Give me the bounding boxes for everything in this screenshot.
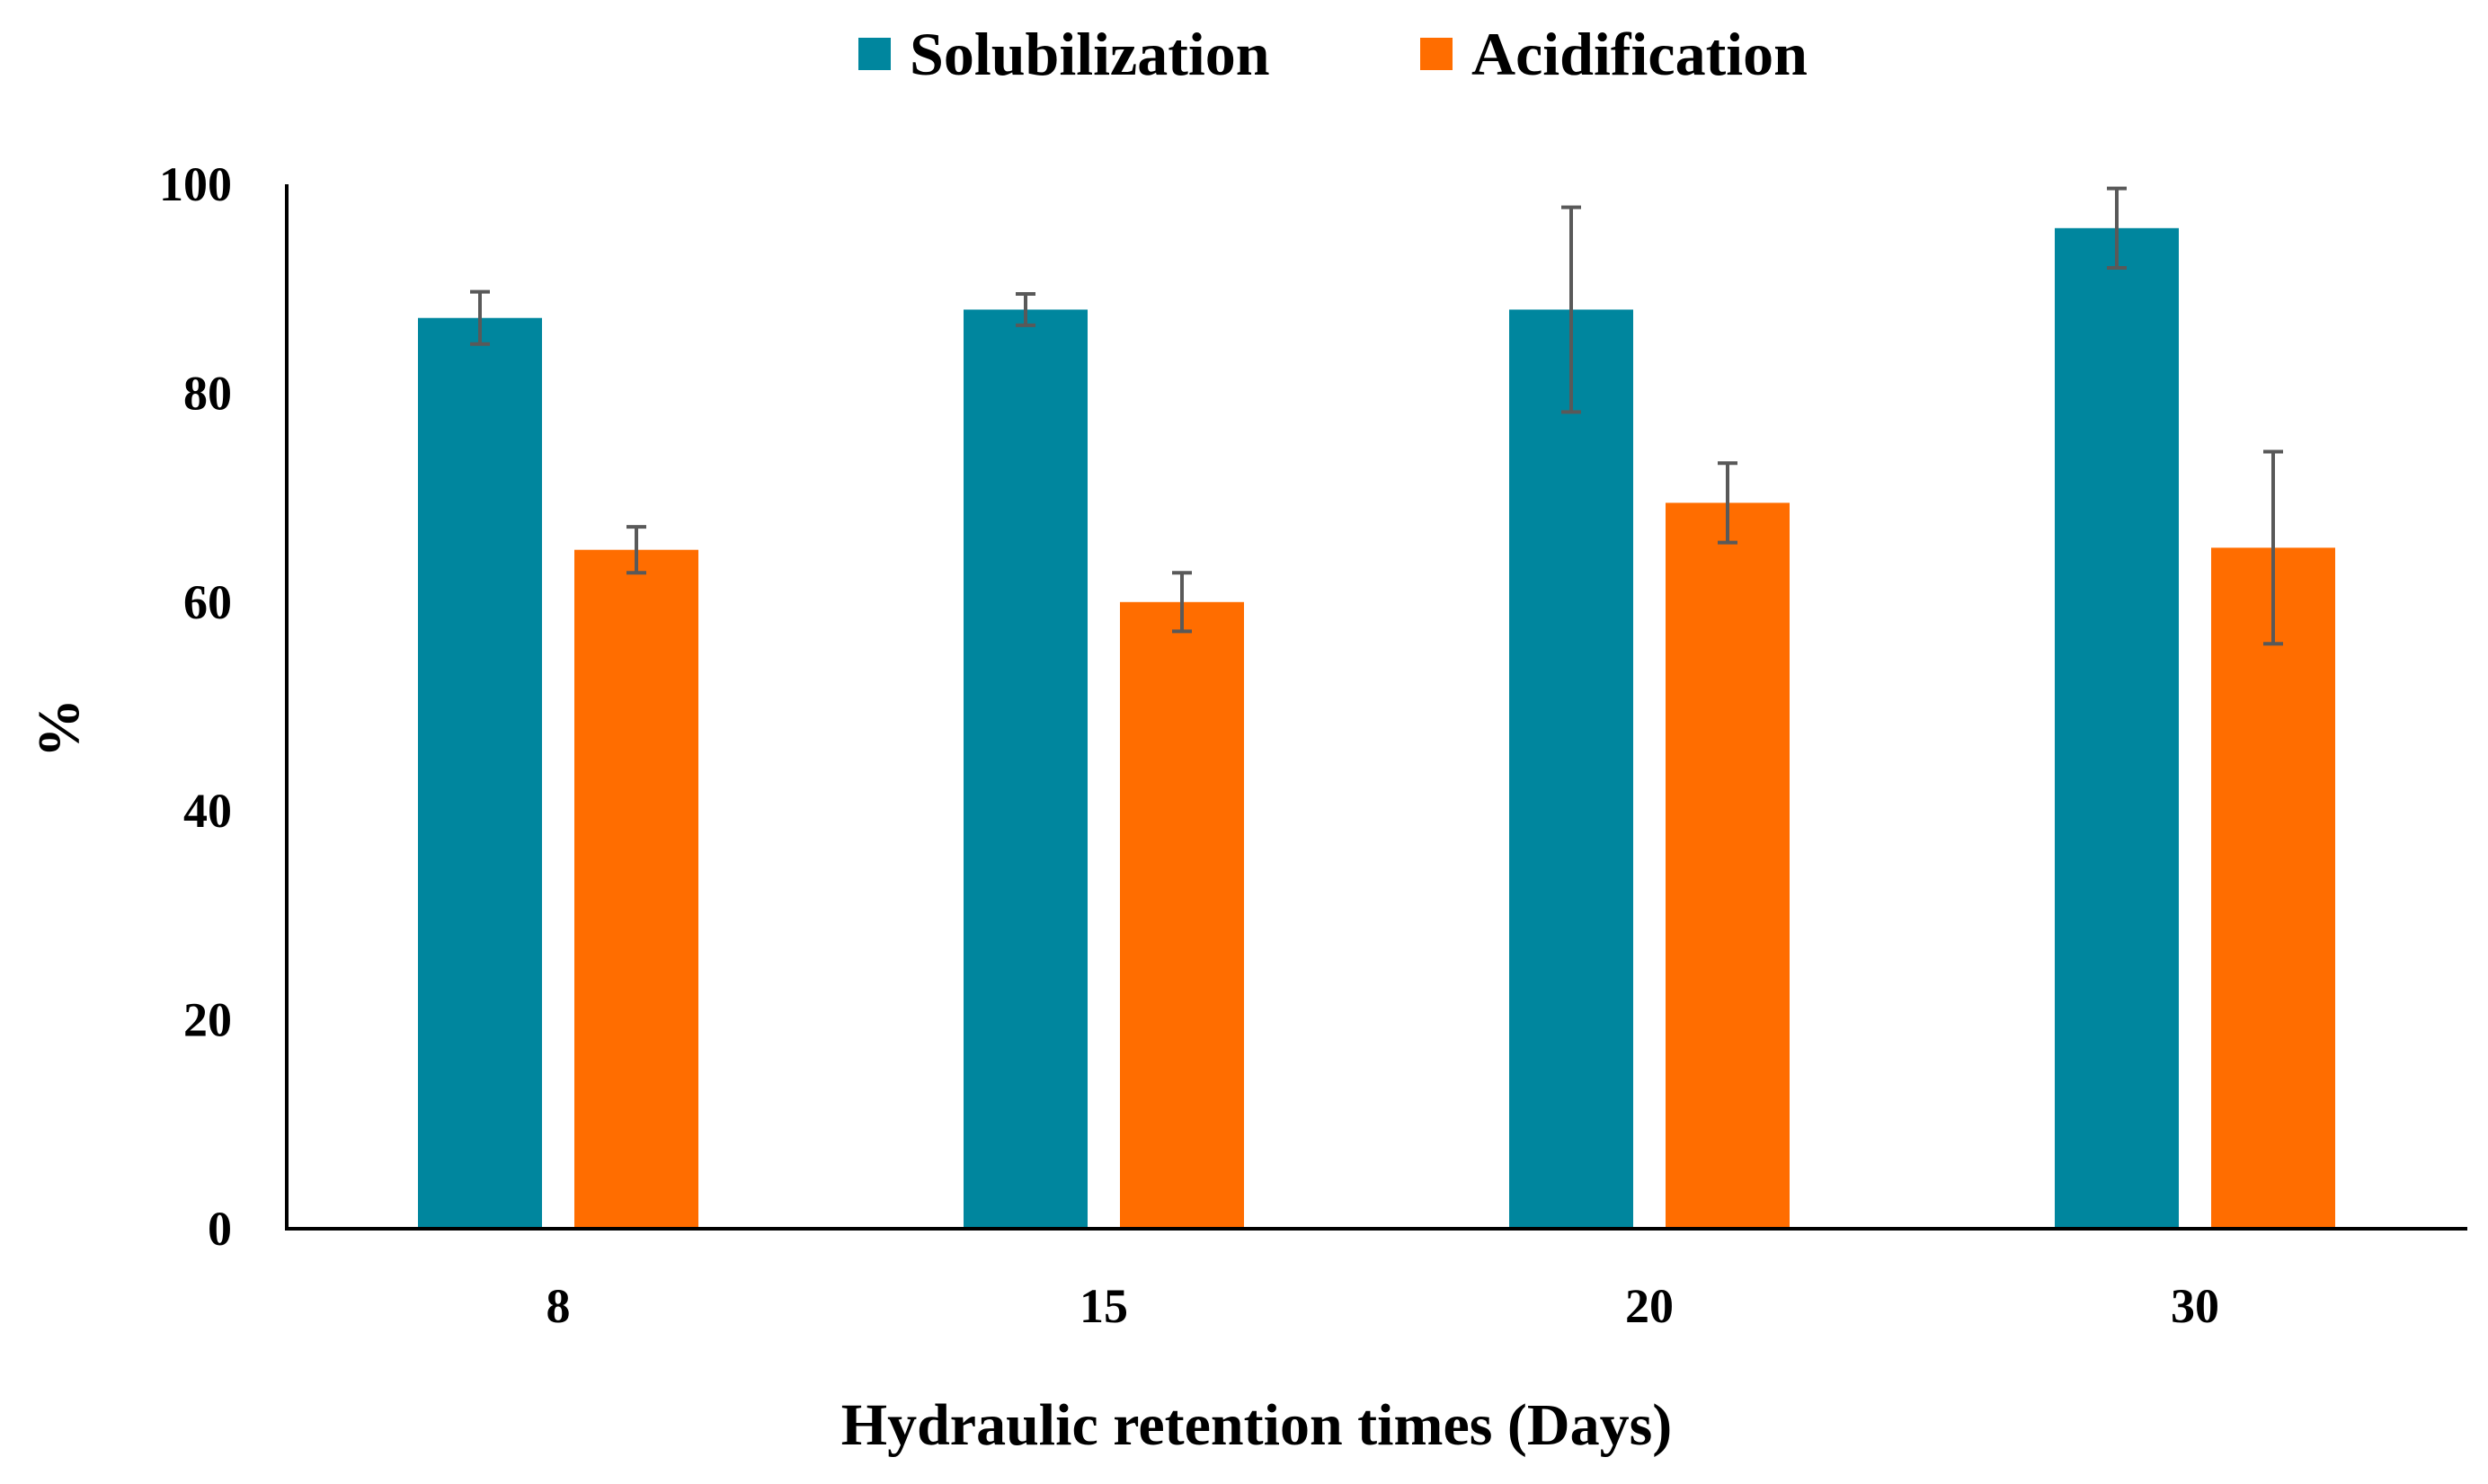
bar-acidification-20	[1666, 502, 1790, 1229]
bar-acidification-30	[2211, 547, 2335, 1229]
y-tick-label-40: 40	[183, 784, 232, 838]
error-bar-solubilization-20	[1561, 205, 1581, 414]
error-bar-solubilization-30	[2107, 186, 2127, 270]
legend-label-solubilization: Solubilization	[910, 20, 1270, 88]
x-tick-label-15: 15	[1080, 1279, 1128, 1333]
bar-solubilization-15	[964, 309, 1088, 1229]
bars-group	[418, 227, 2335, 1230]
error-bar-acidification-30	[2263, 449, 2283, 646]
x-tick-labels: 8 15 20 30	[546, 1279, 2220, 1333]
y-tick-labels: 0 20 40 60 80 100	[159, 157, 232, 1256]
y-axis-title: %	[26, 698, 92, 758]
y-tick-label-80: 80	[183, 366, 232, 420]
x-tick-label-20: 20	[1625, 1279, 1674, 1333]
bar-solubilization-8	[418, 317, 542, 1230]
bar-solubilization-30	[2055, 227, 2179, 1230]
bar-acidification-15	[1120, 601, 1244, 1229]
error-bar-solubilization-8	[470, 289, 490, 346]
bar-acidification-8	[574, 549, 698, 1229]
legend-swatch-acidification	[1420, 38, 1453, 70]
legend-label-acidification: Acidification	[1471, 20, 1808, 88]
bar-solubilization-20	[1509, 309, 1633, 1229]
x-tick-label-30: 30	[2171, 1279, 2219, 1333]
x-axis-title: Hydraulic retention times (Days)	[841, 1392, 1672, 1458]
error-bar-solubilization-15	[1016, 292, 1035, 327]
error-bar-acidification-15	[1172, 571, 1192, 634]
legend-swatch-solubilization	[858, 38, 891, 70]
y-tick-label-60: 60	[183, 575, 232, 629]
error-bars-group	[470, 186, 2283, 646]
legend: Solubilization Acidification	[858, 20, 1808, 88]
y-tick-label-0: 0	[208, 1202, 232, 1256]
error-bar-acidification-20	[1718, 461, 1737, 545]
y-tick-label-20: 20	[183, 993, 232, 1047]
y-tick-label-100: 100	[159, 157, 232, 211]
x-tick-label-8: 8	[546, 1279, 571, 1333]
error-bar-acidification-8	[626, 525, 646, 575]
